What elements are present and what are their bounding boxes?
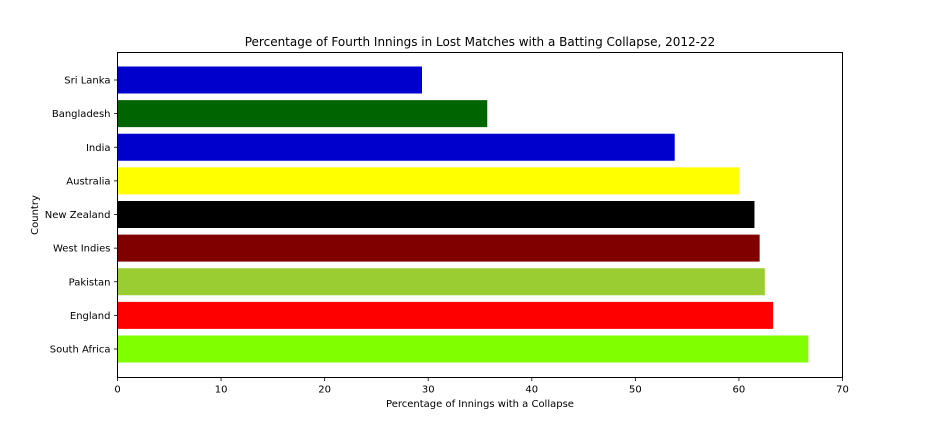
bar-south-africa [117, 335, 809, 363]
y-tick-label-sri-lanka: Sri Lanka [64, 76, 110, 87]
x-tick-label-30: 30 [422, 385, 435, 396]
x-tick-label-10: 10 [215, 385, 228, 396]
x-axis-ticks: 0 10 20 30 40 50 60 70 [114, 377, 849, 396]
chart-title: Percentage of Fourth Innings in Lost Mat… [245, 35, 716, 49]
x-tick-label-50: 50 [629, 385, 642, 396]
x-axis-title: Percentage of Innings with a Collapse [386, 399, 574, 410]
y-tick-label-new-zealand: New Zealand [45, 210, 111, 221]
y-tick-label-india: India [86, 143, 111, 154]
bar-pakistan [117, 268, 765, 296]
y-tick-label-south-africa: South Africa [50, 345, 111, 356]
bar-west-indies [117, 234, 760, 262]
y-axis-title: Country [30, 195, 41, 235]
y-tick-label-west-indies: West Indies [53, 244, 111, 255]
y-tick-label-australia: Australia [66, 176, 110, 187]
y-tick-label-pakistan: Pakistan [69, 277, 111, 288]
bar-bangladesh [117, 100, 488, 128]
bar-england [117, 301, 774, 329]
bar-sri-lanka [117, 66, 422, 94]
x-tick-label-60: 60 [733, 385, 746, 396]
y-tick-label-bangladesh: Bangladesh [52, 109, 111, 120]
bars-group [117, 66, 809, 363]
x-tick-label-70: 70 [836, 385, 849, 396]
x-tick-label-40: 40 [525, 385, 538, 396]
y-tick-label-england: England [70, 311, 111, 322]
bar-new-zealand [117, 201, 755, 228]
x-tick-label-20: 20 [318, 385, 331, 396]
y-axis-ticks: South Africa England Pakistan West Indies Ne… [45, 76, 118, 356]
plot-area-frame [117, 52, 843, 378]
x-tick-label-0: 0 [114, 385, 120, 396]
bar-india [117, 133, 675, 161]
bar-australia [117, 167, 739, 195]
